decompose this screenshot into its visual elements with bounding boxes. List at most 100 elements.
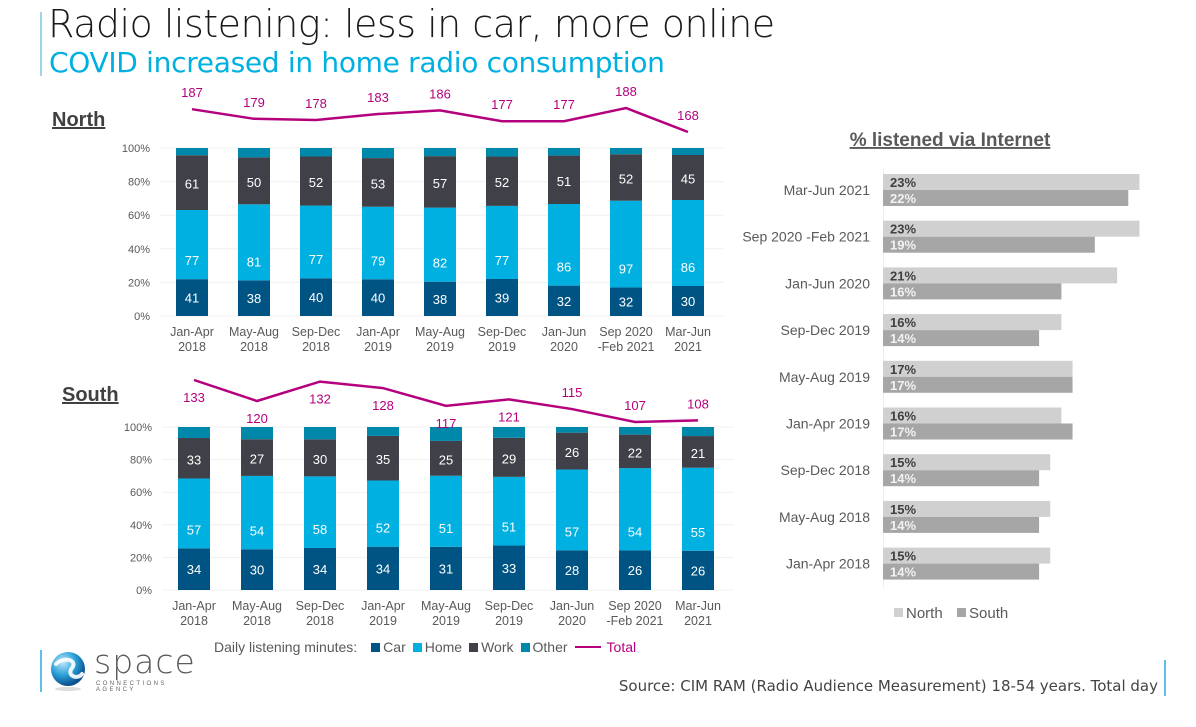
bar-segment-home	[241, 475, 273, 550]
data-label-car: 34	[187, 562, 201, 577]
data-label-work: 25	[439, 452, 453, 467]
data-label-car: 33	[502, 561, 516, 576]
data-label-work: 52	[309, 175, 323, 190]
bar-south	[883, 516, 1040, 533]
x-tick-label: May-Aug	[415, 325, 465, 339]
y-tick-label: 20%	[130, 552, 152, 564]
data-label-north: 23%	[890, 222, 916, 237]
bar-segment-home	[682, 467, 714, 551]
bar-segment-other	[362, 148, 394, 159]
south-stacked-chart: 0%20%40%60%80%100%345733Jan-Apr201830542…	[124, 378, 734, 628]
data-label-car: 34	[376, 561, 390, 576]
bar-north	[883, 220, 1140, 237]
x-tick-label: Jan-Apr	[361, 599, 405, 613]
bar-segment-car	[241, 549, 273, 590]
data-label-work: 50	[247, 175, 261, 190]
data-label-work: 53	[371, 176, 385, 191]
bar-north	[883, 547, 1051, 564]
x-tick-label: 2019	[426, 340, 454, 354]
legend-south-label: South	[969, 605, 1008, 622]
bar-segment-work	[367, 435, 399, 481]
x-tick-label: 2020	[558, 614, 586, 628]
data-label-south: 14%	[890, 565, 916, 580]
y-tick-label: 40%	[130, 520, 152, 532]
data-label-car: 41	[185, 291, 199, 306]
y-tick-label: 80%	[130, 455, 152, 467]
legend-south-swatch	[957, 608, 966, 617]
x-tick-label: 2019	[495, 614, 523, 628]
data-label-home: 81	[247, 254, 261, 269]
data-label-home: 51	[502, 520, 516, 535]
x-tick-label: Sep 2020	[599, 325, 653, 339]
x-tick-label: Sep-Dec	[292, 325, 341, 339]
total-label: 186	[429, 86, 451, 101]
bar-segment-other	[556, 427, 588, 433]
data-label-home: 58	[313, 522, 327, 537]
x-tick-label: 2021	[684, 614, 712, 628]
bar-segment-home	[619, 468, 651, 551]
data-label-work: 27	[250, 452, 264, 467]
bar-segment-other	[178, 427, 210, 439]
total-label: 188	[615, 84, 637, 99]
x-tick-label: Jan-Apr	[172, 599, 216, 613]
bar-segment-car	[619, 550, 651, 590]
data-label-car: 34	[313, 562, 327, 577]
data-label-home: 51	[439, 521, 453, 536]
total-label: 183	[367, 90, 389, 105]
data-label-home: 77	[309, 252, 323, 267]
total-label: 108	[687, 396, 709, 411]
logo-accent-bar	[40, 650, 42, 692]
data-label-south: 19%	[890, 238, 916, 253]
car-swatch	[371, 642, 381, 652]
bar-segment-work	[610, 154, 642, 201]
bar-south	[883, 330, 1040, 347]
bar-segment-home	[176, 209, 208, 280]
y-tick-label: 100%	[124, 422, 152, 434]
y-category-label: Jan-Apr 2019	[786, 416, 870, 432]
x-tick-label: Jan-Apr	[170, 325, 214, 339]
stacked-chart-legend: Daily listening minutes: Car Home Work O…	[214, 639, 643, 655]
data-label-work: 22	[628, 445, 642, 460]
x-tick-label: May-Aug	[421, 599, 471, 613]
bar-segment-work	[672, 155, 704, 200]
x-tick-label: Jan-Jun	[550, 599, 595, 613]
bar-segment-other	[682, 427, 714, 437]
bar-segment-other	[304, 427, 336, 440]
data-label-car: 38	[247, 291, 261, 306]
data-label-car: 31	[439, 561, 453, 576]
data-label-car: 40	[371, 291, 385, 306]
data-label-car: 26	[628, 563, 642, 578]
x-tick-label: 2019	[364, 340, 392, 354]
data-label-home: 77	[185, 253, 199, 268]
bar-segment-car	[672, 286, 704, 316]
x-tick-label: Jan-Apr	[356, 325, 400, 339]
y-tick-label: 0%	[134, 311, 150, 323]
data-label-home: 54	[628, 524, 642, 539]
data-label-north: 16%	[890, 409, 916, 424]
legend-home: Home	[412, 639, 462, 655]
x-tick-label: 2018	[306, 614, 334, 628]
bar-segment-work	[424, 156, 456, 208]
x-tick-label: Sep-Dec	[478, 325, 527, 339]
data-label-home: 52	[376, 521, 390, 536]
bar-segment-home	[556, 469, 588, 551]
total-label: 115	[562, 385, 583, 400]
bar-segment-other	[367, 427, 399, 436]
work-swatch	[469, 642, 479, 652]
y-tick-label: 100%	[122, 143, 150, 155]
bar-segment-car	[486, 278, 518, 316]
x-tick-label: Mar-Jun	[665, 325, 711, 339]
bar-segment-home	[430, 475, 462, 547]
y-category-label: Sep 2020 -Feb 2021	[742, 229, 870, 245]
data-label-work: 21	[691, 446, 705, 461]
y-category-label: Jan-Apr 2018	[786, 556, 870, 572]
bar-segment-other	[424, 148, 456, 157]
data-label-car: 40	[309, 290, 323, 305]
data-label-home: 86	[557, 260, 571, 275]
bar-segment-car	[176, 279, 208, 316]
bar-segment-work	[619, 434, 651, 469]
bar-segment-home	[424, 207, 456, 282]
bar-segment-car	[493, 545, 525, 590]
x-tick-label: 2021	[674, 340, 702, 354]
